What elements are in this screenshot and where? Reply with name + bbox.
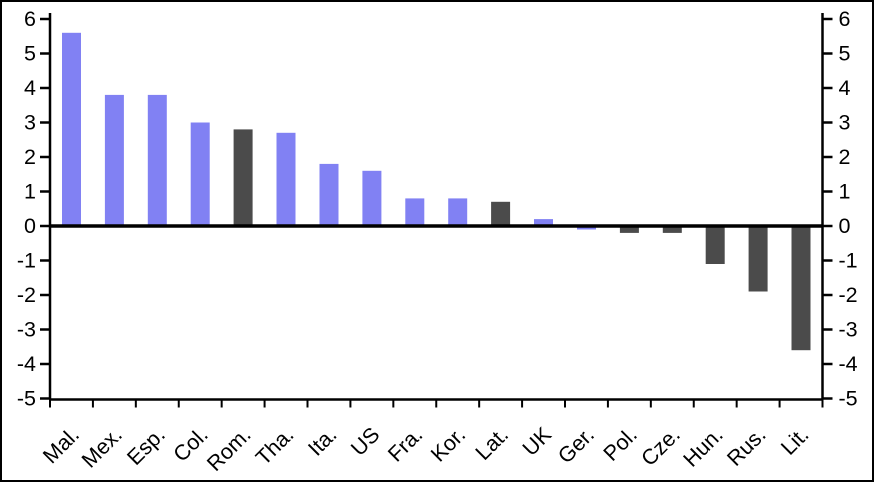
y-tick-label-left: 5 — [24, 42, 36, 66]
y-tick-label-right: 0 — [839, 214, 851, 238]
y-tick-label-left: 4 — [24, 76, 36, 100]
bar-lit — [791, 226, 811, 351]
y-tick-label-left: -3 — [17, 318, 36, 342]
x-label-lat: Lat. — [471, 423, 513, 465]
y-tick-label-right: 3 — [839, 111, 851, 135]
y-tick-label-left: -4 — [17, 352, 36, 376]
y-tick-label-right: -3 — [839, 318, 858, 342]
y-tick-label-right: 4 — [839, 76, 851, 100]
x-label-lit: Lit. — [776, 423, 813, 460]
x-label-kor: Kor. — [426, 423, 470, 467]
y-tick-label-left: -1 — [17, 249, 36, 273]
x-label-hun: Hun. — [679, 423, 728, 472]
bar-lat — [491, 201, 511, 226]
bar-ita — [319, 163, 339, 226]
x-label-rus: Rus. — [722, 423, 770, 471]
bar-uk — [534, 219, 553, 226]
y-tick-label-right: -1 — [839, 249, 858, 273]
bar-fra — [405, 198, 425, 226]
x-label-mex: Mex. — [77, 423, 127, 473]
y-tick-label-left: -5 — [17, 387, 36, 411]
x-label-rom: Rom. — [202, 423, 255, 476]
y-tick-label-right: 6 — [839, 7, 851, 31]
bar-mal — [62, 32, 81, 226]
bar-tha — [276, 132, 296, 226]
x-label-ger: Ger. — [553, 423, 599, 469]
y-tick-label-right: -5 — [839, 387, 858, 411]
bar-esp — [147, 94, 167, 227]
y-tick-label-right: 1 — [839, 180, 851, 204]
y-tick-label-left: 6 — [24, 7, 36, 31]
bar-kor — [448, 198, 468, 226]
y-tick-label-right: 5 — [839, 42, 851, 66]
bar-cze — [662, 226, 682, 233]
bar-rom — [233, 129, 253, 226]
y-tick-label-left: 3 — [24, 111, 36, 135]
y-tick-label-left: -2 — [17, 283, 36, 307]
bar-hun — [705, 226, 725, 264]
x-label-tha: Tha. — [251, 423, 298, 470]
x-label-ita: Ita. — [303, 423, 341, 461]
y-tick-label-right: -4 — [839, 352, 858, 376]
y-tick-label-left: 2 — [24, 145, 36, 169]
bar-us — [362, 170, 382, 226]
bar-pol — [619, 226, 639, 233]
bar-rus — [748, 226, 768, 292]
y-tick-label-right: 2 — [839, 145, 851, 169]
x-label-uk: UK — [518, 422, 557, 461]
x-label-fra: Fra. — [383, 423, 427, 467]
y-tick-label-right: -2 — [839, 283, 858, 307]
bar-mex — [104, 94, 124, 227]
y-tick-label-left: 0 — [24, 214, 36, 238]
x-label-mal: Mal. — [38, 423, 84, 469]
x-label-esp: Esp. — [122, 423, 169, 470]
x-label-pol: Pol. — [599, 423, 642, 466]
y-tick-label-left: 1 — [24, 180, 36, 204]
x-label-us: US — [346, 423, 384, 461]
x-label-cze: Cze. — [637, 423, 685, 471]
bar-col — [190, 122, 210, 226]
